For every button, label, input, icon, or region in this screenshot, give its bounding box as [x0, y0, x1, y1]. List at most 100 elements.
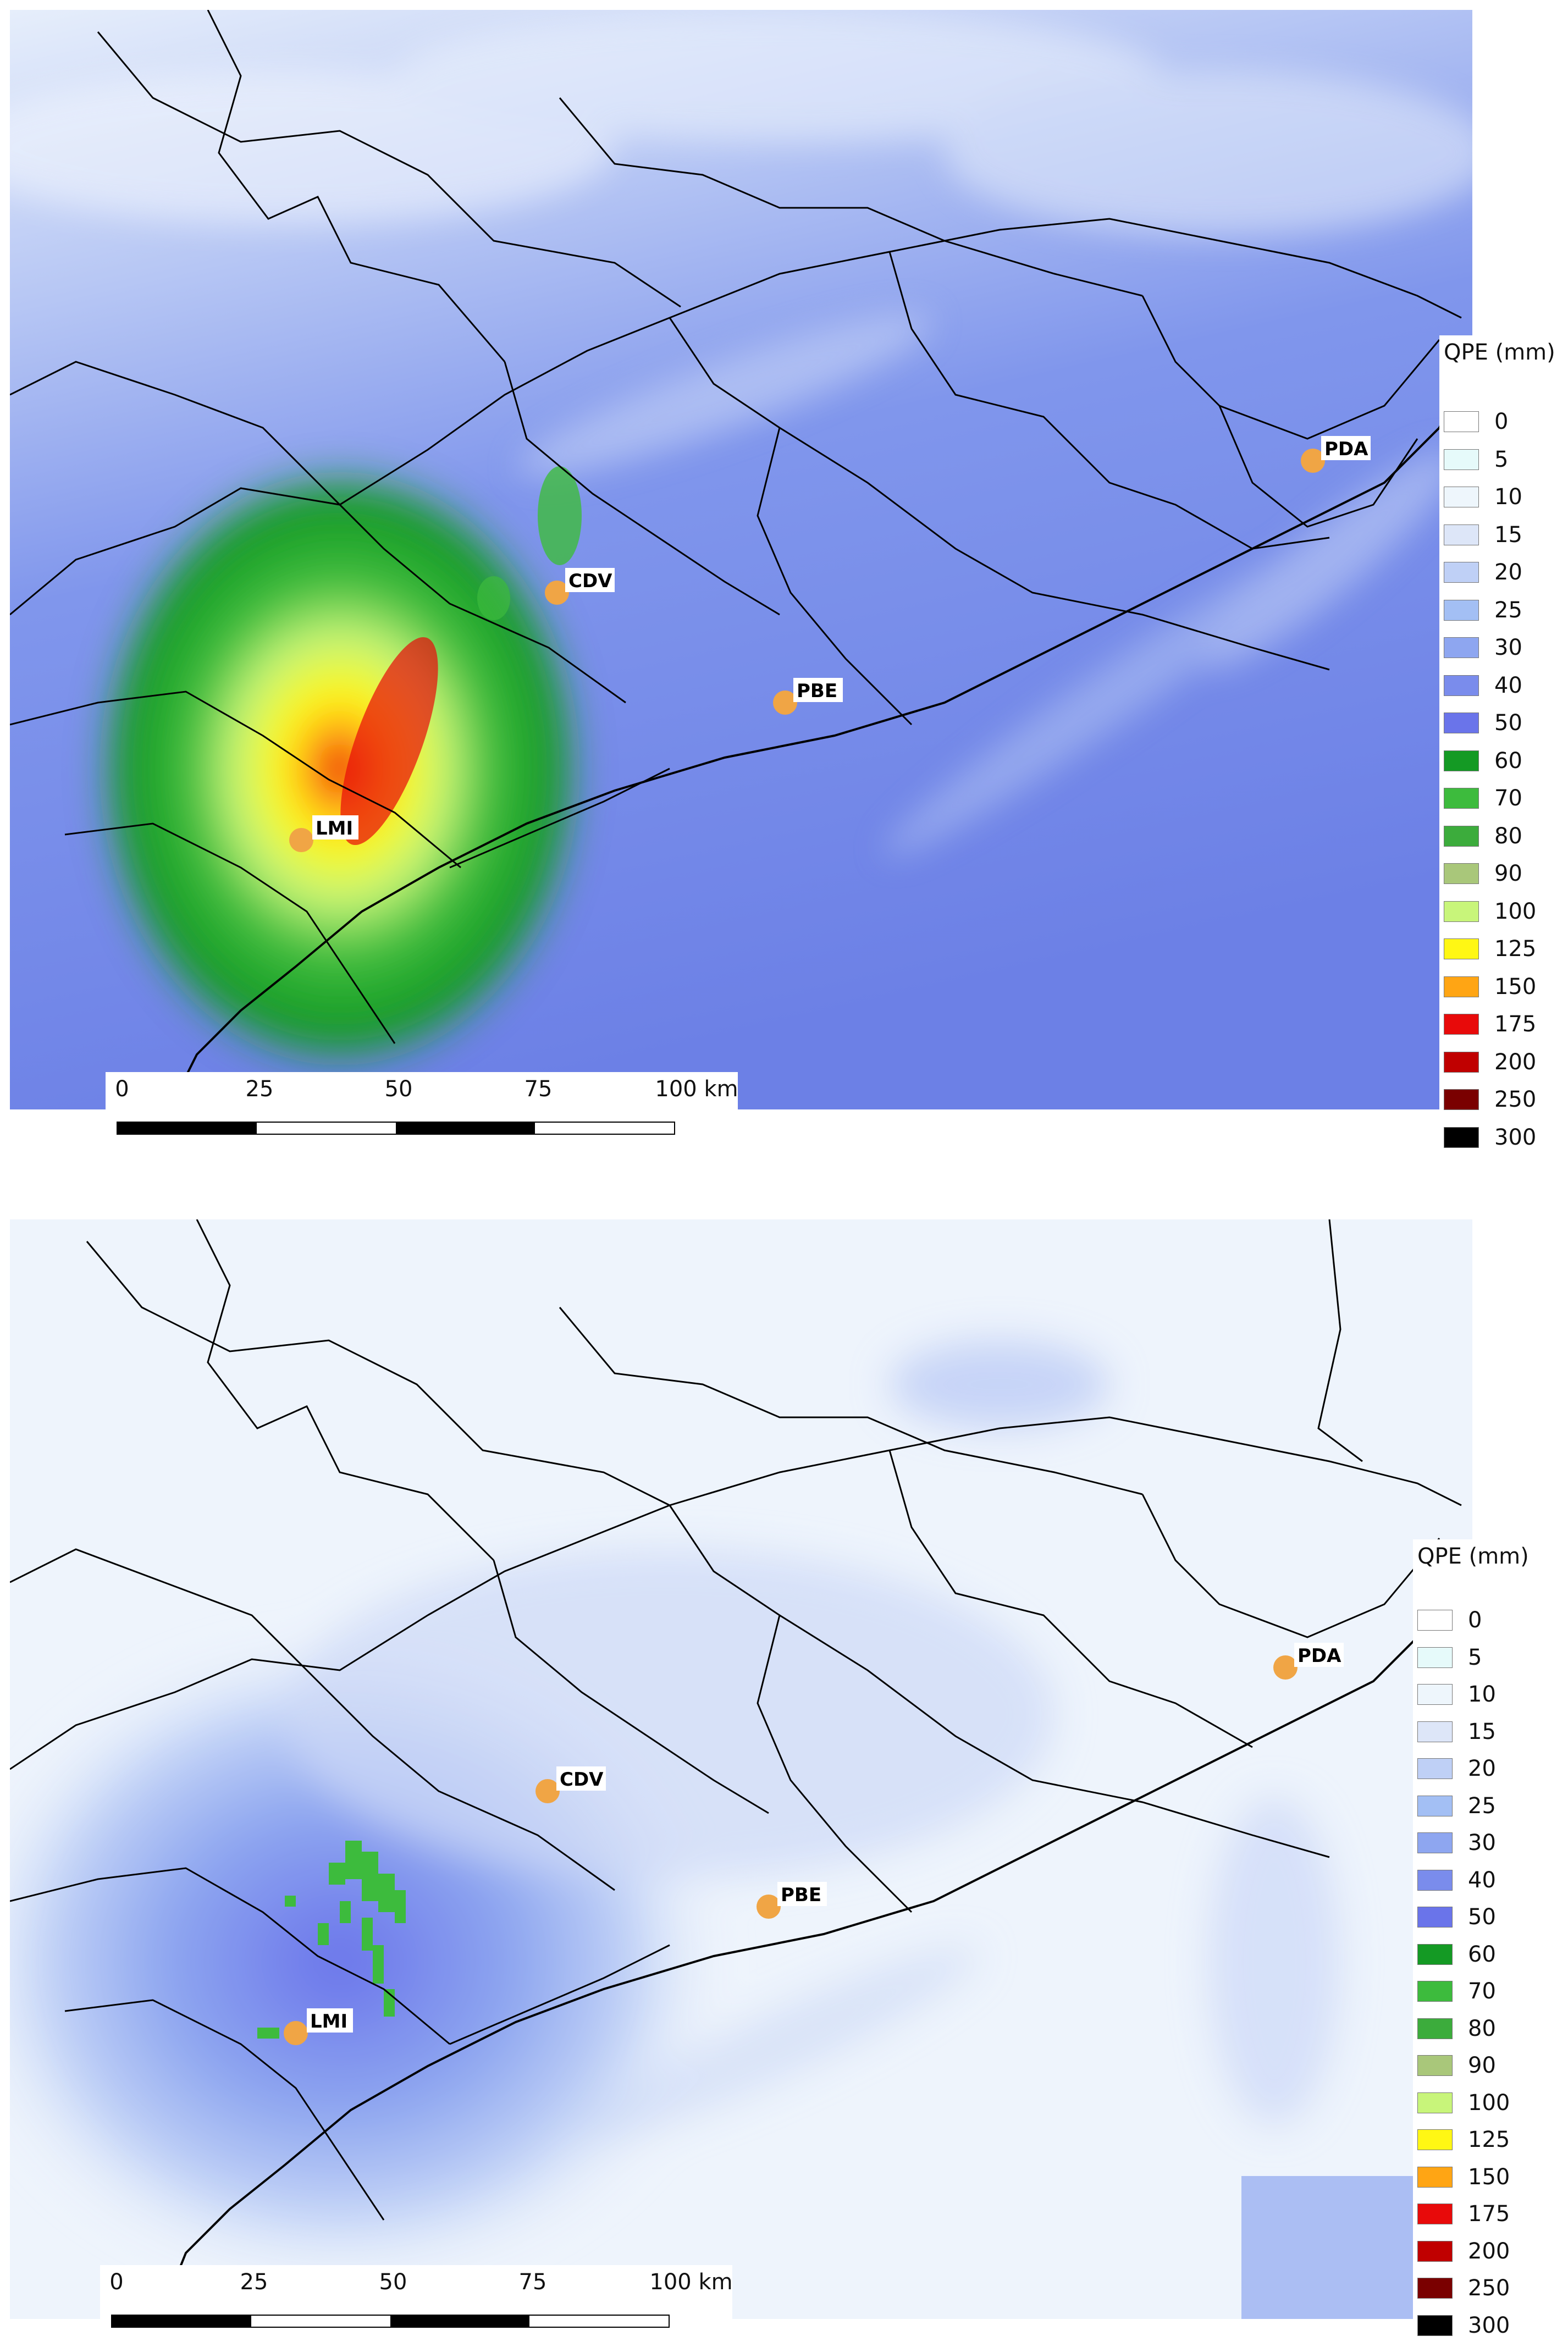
scale-bar-segments — [111, 2315, 670, 2328]
legend-entry: 70 — [1444, 786, 1522, 811]
legend-swatch — [1444, 901, 1479, 922]
scale-tick-25: 25 — [240, 2269, 268, 2295]
legend-entry: 70 — [1417, 1979, 1496, 2004]
legend-label: 80 — [1468, 2015, 1496, 2041]
legend-swatch — [1417, 2240, 1453, 2262]
legend-entry: 15 — [1417, 1719, 1496, 1744]
map-panel-bottom: LMI CDV PBE PDA 0 25 50 75 100 km QPE (m… — [0, 1210, 1568, 2347]
legend-label: 80 — [1494, 823, 1522, 849]
legend-swatch — [1417, 1907, 1453, 1928]
scale-bar-segments — [117, 1122, 675, 1135]
legend-label: 90 — [1468, 2053, 1496, 2078]
legend-entry: 175 — [1444, 1012, 1536, 1037]
legend-swatch — [1444, 863, 1479, 884]
station-label-pda: PDA — [1298, 1645, 1341, 1667]
legend-entry: 150 — [1444, 974, 1537, 999]
legend-entry: 25 — [1417, 1793, 1496, 1819]
legend-entry: 125 — [1417, 2127, 1510, 2152]
station-labels-bottom: LMI CDV PBE PDA — [307, 1643, 1344, 2033]
legend-swatch — [1417, 2129, 1453, 2150]
legend-entry: 125 — [1444, 936, 1536, 962]
legend-entry: 40 — [1417, 1867, 1496, 1893]
scale-tick-50: 50 — [384, 1076, 413, 1102]
legend-entry: 90 — [1417, 2053, 1496, 2078]
legend-swatch — [1444, 788, 1479, 809]
legend-swatch — [1417, 2278, 1453, 2299]
station-marker-pbe[interactable] — [757, 1895, 781, 1919]
legend-swatch — [1444, 487, 1479, 507]
station-marker-cdv[interactable] — [535, 1779, 560, 1803]
legend-entry: 100 — [1417, 2090, 1510, 2116]
legend-entry: 5 — [1417, 1645, 1482, 1670]
legend-label: 50 — [1494, 710, 1522, 736]
legend-label: 60 — [1494, 748, 1522, 774]
legend-label: 175 — [1468, 2201, 1510, 2227]
legend-swatch — [1417, 1981, 1453, 2002]
legend-swatch — [1417, 2055, 1453, 2076]
station-label-pbe: PBE — [797, 680, 837, 702]
legend-swatch — [1417, 1795, 1453, 1816]
legend-swatch — [1417, 2204, 1453, 2224]
scale-tick-75: 75 — [524, 1076, 553, 1102]
scale-tick-25: 25 — [245, 1076, 274, 1102]
legend-label: 200 — [1494, 1049, 1537, 1075]
legend-label: 0 — [1468, 1608, 1482, 1633]
legend-swatch — [1444, 599, 1479, 621]
station-marker-pbe[interactable] — [773, 691, 797, 715]
legend-swatch — [1417, 1684, 1453, 1705]
legend-label: 150 — [1494, 974, 1537, 999]
legend-entry: 20 — [1417, 1756, 1496, 1781]
legend-swatch — [1444, 1014, 1479, 1035]
legend-swatch — [1417, 1647, 1453, 1668]
legend-label: 40 — [1468, 1867, 1496, 1893]
legend-entry: 0 — [1444, 409, 1509, 434]
legend-swatch — [1444, 675, 1479, 696]
legend-label: 125 — [1468, 2127, 1510, 2152]
legend-label: 70 — [1494, 786, 1522, 811]
station-label-pbe: PBE — [781, 1884, 821, 1906]
legend-entry: 50 — [1444, 710, 1522, 736]
legend-label: 25 — [1468, 1793, 1496, 1819]
legend-label: 10 — [1468, 1682, 1496, 1707]
legend-label: 20 — [1494, 560, 1522, 585]
precipitation-map-bottom: LMI CDV PBE PDA — [10, 1219, 1472, 2319]
legend-title-bottom: QPE (mm) — [1417, 1544, 1529, 1569]
legend-entry: 250 — [1417, 2276, 1510, 2301]
legend-label: 250 — [1468, 2276, 1510, 2301]
legend-label: 0 — [1494, 409, 1509, 434]
legend-swatch — [1444, 976, 1479, 997]
legend-label: 100 — [1494, 898, 1537, 924]
legend-entry: 25 — [1444, 597, 1522, 623]
legend-entry: 200 — [1444, 1049, 1537, 1075]
legend-swatch — [1444, 562, 1479, 583]
station-label-lmi: LMI — [310, 2011, 347, 2033]
legend-swatch — [1444, 825, 1479, 847]
legend-entry: 250 — [1444, 1087, 1536, 1112]
legend-label: 15 — [1468, 1719, 1496, 1744]
station-marker-pda[interactable] — [1273, 1655, 1298, 1680]
legend-swatch — [1417, 1721, 1453, 1742]
station-marker-lmi[interactable] — [289, 828, 313, 852]
legend-label: 50 — [1468, 1904, 1496, 1930]
legend-label: 300 — [1468, 2312, 1510, 2338]
scale-tick-0: 0 — [115, 1076, 129, 1102]
legend-label: 15 — [1494, 522, 1522, 548]
legend-label: 25 — [1494, 597, 1522, 623]
legend-entry: 175 — [1417, 2201, 1510, 2227]
station-marker-lmi[interactable] — [284, 2021, 308, 2045]
station-marker-cdv[interactable] — [545, 581, 569, 605]
legend-label: 30 — [1494, 635, 1522, 660]
legend-swatch — [1417, 1832, 1453, 1853]
legend-swatch — [1417, 1869, 1453, 1891]
scale-tick-75: 75 — [518, 2269, 547, 2295]
legend-entry: 10 — [1417, 1682, 1496, 1707]
legend-swatch — [1417, 1943, 1453, 1965]
legend-entry: 200 — [1417, 2238, 1510, 2264]
station-marker-pda[interactable] — [1301, 449, 1325, 473]
legend-entry: 90 — [1444, 861, 1522, 886]
legend-label: 60 — [1468, 1941, 1496, 1967]
legend-entry: 20 — [1444, 560, 1522, 585]
legend-entry: 80 — [1444, 823, 1522, 849]
legend-label: 200 — [1468, 2238, 1510, 2264]
legend-label: 70 — [1468, 1979, 1496, 2004]
